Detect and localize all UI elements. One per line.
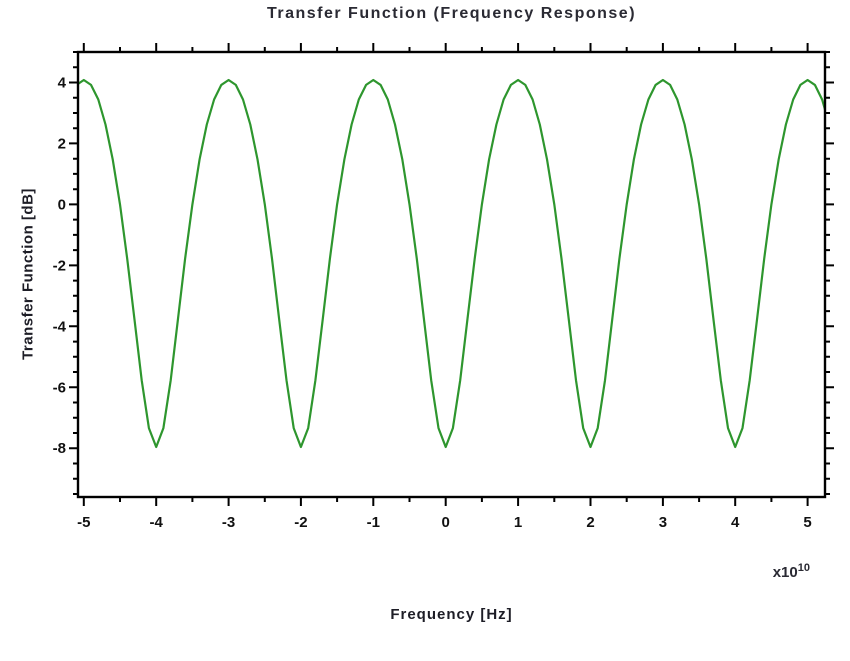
chart-title: Transfer Function (Frequency Response) xyxy=(266,5,637,22)
y-tick-label: -2 xyxy=(53,257,66,274)
x-tick-label: -5 xyxy=(77,514,90,531)
x-tick-label: 0 xyxy=(442,514,450,531)
x-tick-label: 2 xyxy=(586,514,594,531)
axis-ticks xyxy=(69,43,834,506)
x-tick-label: -3 xyxy=(222,514,235,531)
transfer-function-curve xyxy=(78,78,825,449)
y-tick-label: 0 xyxy=(58,196,66,213)
x-tick-label: -2 xyxy=(294,514,307,531)
y-tick-label: -8 xyxy=(53,440,66,457)
y-tick-label: 4 xyxy=(58,75,67,92)
y-tick-label: 2 xyxy=(58,135,66,152)
x-scale-prefix: x10 xyxy=(772,564,798,581)
plot-frame xyxy=(76,50,827,499)
y-axis-label: Transfer Function [dB] xyxy=(19,188,37,360)
x-tick-label: -1 xyxy=(367,514,380,531)
x-tick-label: 1 xyxy=(514,514,522,531)
x-tick-label: -4 xyxy=(150,514,164,531)
x-tick-label: 5 xyxy=(803,514,811,531)
x-scale-exponent: 10 xyxy=(797,562,810,574)
y-tick-label: -6 xyxy=(53,379,66,396)
x-tick-label: 4 xyxy=(731,514,740,531)
x-axis-label: Frequency [Hz] xyxy=(390,606,513,623)
x-scale-multiplier: x1010 xyxy=(773,562,810,581)
plot-background xyxy=(78,52,825,497)
y-tick-label: -4 xyxy=(53,318,67,335)
x-tick-label: 3 xyxy=(659,514,667,531)
